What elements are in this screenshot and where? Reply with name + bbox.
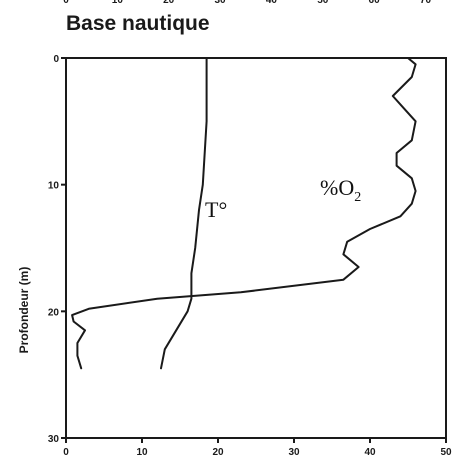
top-tick-label: 20	[163, 0, 175, 6]
y-tick-label: 20	[48, 307, 60, 318]
series-label-oxygen-sub: 2	[354, 190, 361, 205]
temperature-line	[160, 57, 208, 370]
top-axis-partial-labels: 0 10 20 30 40 50 60 70	[63, 0, 431, 6]
top-tick-label: 0	[63, 0, 69, 6]
top-tick-label: 40	[266, 0, 278, 6]
series-label-oxygen: %O2	[320, 175, 361, 205]
top-tick-label: 30	[214, 0, 226, 6]
top-tick-label: 70	[420, 0, 432, 6]
series-lines	[71, 57, 417, 370]
x-tick-label: 20	[212, 447, 224, 458]
top-tick-label: 60	[369, 0, 381, 6]
x-tick-label: 50	[440, 447, 452, 458]
oxygen-line	[71, 57, 417, 370]
y-tick-label: 30	[48, 434, 60, 445]
series-label-temperature: T°	[205, 197, 227, 222]
plot-frame	[65, 57, 447, 439]
chart-title: Base nautique	[66, 12, 210, 35]
x-tick-label: 30	[288, 447, 300, 458]
x-axis: 0 10 20 30 40 50	[63, 438, 452, 458]
top-tick-label: 10	[112, 0, 124, 6]
y-axis: 0 10 20 30	[48, 54, 66, 445]
x-tick-label: 0	[63, 447, 69, 458]
series-label-oxygen-main: %O	[320, 175, 354, 200]
y-tick-label: 0	[53, 54, 59, 65]
x-tick-label: 40	[364, 447, 376, 458]
y-tick-label: 10	[48, 181, 60, 192]
top-tick-label: 50	[317, 0, 329, 6]
y-axis-label: Profondeur (m)	[17, 267, 31, 354]
x-tick-label: 10	[136, 447, 148, 458]
